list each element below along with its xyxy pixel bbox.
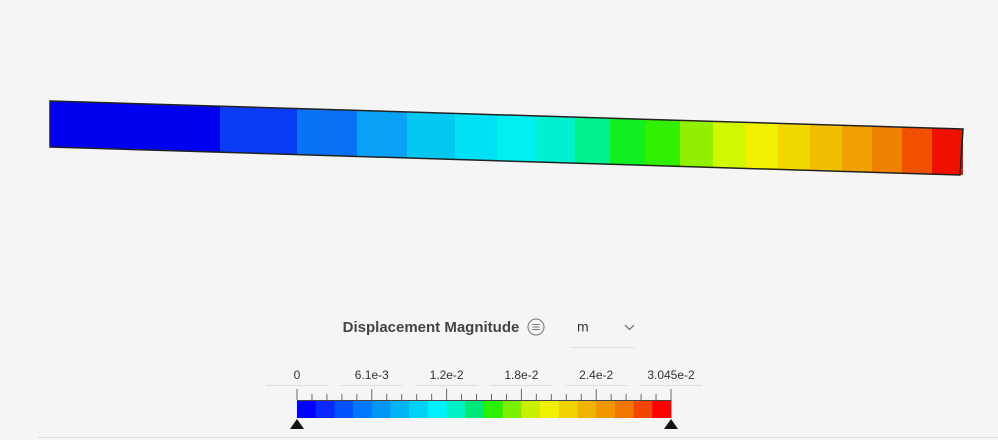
colorbar-swatch <box>427 400 448 418</box>
colorbar-tick-label: 0 <box>294 368 301 382</box>
beam-segment <box>932 128 963 175</box>
colorbar-swatch <box>540 400 560 418</box>
colorbar-swatch <box>521 400 541 418</box>
range-handle <box>664 419 678 429</box>
colorbar-swatch <box>334 400 354 418</box>
colorbar-tick-label: 1.8e-2 <box>504 368 538 382</box>
beam-segment <box>778 123 810 171</box>
colorbar-swatch <box>558 400 578 418</box>
colorbar-tick-label: 6.1e-3 <box>355 368 389 382</box>
beam-segment <box>872 126 902 174</box>
colorbar-tick-label: 1.2e-2 <box>430 368 464 382</box>
beam-segment <box>50 101 220 153</box>
colorbar-tick-label: 2.4e-2 <box>579 368 613 382</box>
colorbar-swatch <box>614 400 635 418</box>
beam-segment <box>357 110 407 158</box>
beam-segment <box>407 111 455 160</box>
beam-segment <box>645 119 680 167</box>
colorbar-swatch <box>315 400 335 418</box>
colorbar-swatch <box>371 400 391 418</box>
beam-segment <box>297 108 357 157</box>
colorbar-swatch <box>446 400 466 418</box>
beam-model <box>49 100 964 176</box>
legend-title: Displacement Magnitude <box>343 319 520 336</box>
colorbar-swatch <box>297 400 317 418</box>
beam-segment <box>810 124 842 172</box>
beam-segment <box>745 122 778 170</box>
unit-dropdown[interactable]: m <box>571 319 635 348</box>
dropdown-chevron <box>624 324 635 331</box>
beam-outline <box>49 100 964 176</box>
colorbar-swatch <box>596 400 616 418</box>
colorbar: 0 6.1e-3 1.2e-2 1.8e-2 2.4e-2 3.045e-2 <box>266 368 702 429</box>
beam-segment <box>537 115 575 164</box>
beam-segment <box>680 120 713 168</box>
colorbar-swatch <box>390 400 410 418</box>
beam-segment <box>455 113 497 161</box>
beam-segment <box>902 127 932 175</box>
colorbar-swatch <box>465 400 485 418</box>
colorbar-swatch <box>577 400 597 418</box>
info-button[interactable] <box>527 318 545 336</box>
unit-value: m <box>577 319 589 335</box>
colorbar-swatch <box>484 400 504 418</box>
colorbar-swatch <box>652 400 672 418</box>
beam-segment <box>575 117 610 165</box>
range-handle <box>290 419 304 429</box>
beam-segment <box>610 118 645 166</box>
colorbar-swatch <box>353 400 373 418</box>
colorbar-swatch <box>409 400 429 418</box>
colorbar-swatch <box>633 400 653 418</box>
beam-segment <box>842 125 872 173</box>
beam-segment <box>497 114 537 162</box>
beam-segment <box>220 106 297 155</box>
colorbar-tick-label: 3.045e-2 <box>647 368 695 382</box>
beam-segment <box>713 121 745 169</box>
colorbar-swatch <box>502 400 522 418</box>
